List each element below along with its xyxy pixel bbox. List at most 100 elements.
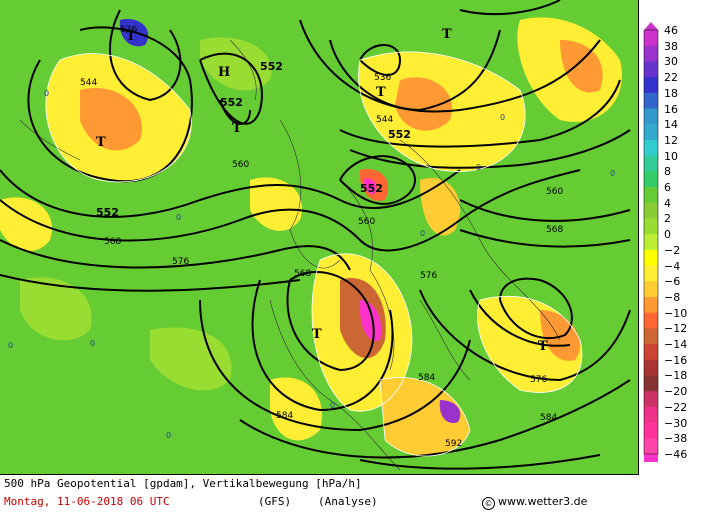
contour-label: 544 xyxy=(80,78,97,88)
legend-label: −2 xyxy=(664,243,681,257)
legend-label: 12 xyxy=(664,133,678,147)
legend-arrow-bottom xyxy=(644,454,658,462)
contour-label: 576 xyxy=(530,375,547,385)
zero-label: 0 xyxy=(500,113,505,122)
legend-label: −30 xyxy=(664,416,688,430)
low-pressure-label: T xyxy=(96,135,106,150)
legend-arrow-top xyxy=(644,22,658,30)
contour-label: 552 xyxy=(96,206,119,219)
legend-color-swatch xyxy=(644,92,658,110)
legend-label: −22 xyxy=(664,400,688,414)
legend-color-swatch xyxy=(644,296,658,314)
legend-label: 0 xyxy=(664,228,671,242)
contour-label: 552 xyxy=(360,182,383,195)
legend-color-swatch xyxy=(644,422,658,439)
legend-color-swatch xyxy=(644,124,658,141)
low-pressure-label: T xyxy=(538,339,548,354)
zero-label: 0 xyxy=(176,213,181,222)
legend-label: −46 xyxy=(664,448,688,461)
contour-label: 576 xyxy=(420,271,437,281)
contour-labels: 536 544 552 560 568 576 584 592 552 552 … xyxy=(80,25,563,449)
zero-label: 0 xyxy=(90,339,95,348)
contour-label: 552 xyxy=(260,60,283,73)
contour-label: 584 xyxy=(540,413,557,423)
low-pressure-label: T xyxy=(312,327,322,342)
legend-label: −4 xyxy=(664,259,681,273)
vertical-motion-field xyxy=(0,17,622,457)
contour-label: 584 xyxy=(418,373,435,383)
legend-color-swatch xyxy=(644,202,658,219)
low-pressure-label: T xyxy=(376,85,386,100)
source-credit-text: www.wetter3.de xyxy=(498,495,588,508)
low-pressure-label: T xyxy=(442,27,452,42)
contour-label: 560 xyxy=(546,187,563,197)
color-legend: 46 38 30 22 18 16 14 12 10 8 6 4 2 0 −2 −4 −6 −8 −10 −12 −14… xyxy=(642,22,704,462)
model-name: (GFS) xyxy=(258,495,292,508)
legend-label: 46 xyxy=(664,24,678,37)
coastlines xyxy=(19,39,561,471)
map-footer: 500 hPa Geopotential [gpdam], Vertikalbe… xyxy=(0,475,638,513)
legend-color-swatch xyxy=(644,218,658,235)
legend-color-swatch xyxy=(644,108,658,125)
zero-value-labels: 0 0 0 0 0 0 0 0 0 0 xyxy=(8,89,615,440)
contour-label: 568 xyxy=(104,237,121,247)
contour-label: 568 xyxy=(294,269,311,279)
legend-label: −10 xyxy=(664,306,688,320)
run-type: (Analyse) xyxy=(318,495,378,508)
high-pressure-label: H xyxy=(218,65,230,80)
legend-color-swatch xyxy=(644,45,658,62)
legend-color-swatch xyxy=(644,139,658,157)
zero-contours xyxy=(45,51,583,457)
legend-label: −12 xyxy=(664,322,688,336)
legend-color-swatch xyxy=(644,281,658,298)
legend-color-swatch xyxy=(644,328,658,345)
legend-label: −18 xyxy=(664,369,688,383)
legend-label: −8 xyxy=(664,290,681,304)
low-pressure-label: T xyxy=(126,29,136,44)
zero-label: 0 xyxy=(610,169,615,178)
legend-color-swatch xyxy=(644,359,658,376)
contour-label: 536 xyxy=(374,73,391,83)
legend-label: 10 xyxy=(664,149,678,163)
legend-label: −14 xyxy=(664,338,688,352)
legend-color-swatch xyxy=(644,187,658,204)
copyright-icon: © xyxy=(482,497,495,510)
contour-label: 560 xyxy=(232,160,249,170)
contour-label: 592 xyxy=(445,439,462,449)
zero-label: 0 xyxy=(44,89,49,98)
legend-label: 30 xyxy=(664,55,678,69)
source-credit[interactable]: © www.wetter3.de xyxy=(482,495,587,510)
legend-label: 38 xyxy=(664,39,678,53)
legend-frame xyxy=(643,29,659,455)
contour-label: 584 xyxy=(276,411,293,421)
low-pressure-label: T xyxy=(232,121,242,136)
legend-color-swatch xyxy=(644,265,658,282)
zero-label: 0 xyxy=(476,163,481,172)
legend-label: 2 xyxy=(664,212,671,226)
contour-label: 536 xyxy=(120,25,137,35)
legend-label: 8 xyxy=(664,165,671,179)
contour-label: 544 xyxy=(376,115,393,125)
legend-color-swatch xyxy=(644,77,658,94)
weather-map: 536 544 552 560 568 576 584 592 552 552 … xyxy=(0,0,639,475)
contour-label: 560 xyxy=(358,217,375,227)
legend-label: 22 xyxy=(664,71,678,85)
legend-label: −20 xyxy=(664,385,688,399)
legend-label: −38 xyxy=(664,432,688,446)
legend-color-swatch xyxy=(644,61,658,78)
legend-color-swatch xyxy=(644,312,658,329)
legend-color-swatch xyxy=(644,344,658,361)
legend-colorbar xyxy=(643,22,659,462)
legend-color-swatch xyxy=(644,406,658,424)
zero-label: 0 xyxy=(166,431,171,440)
zero-label: 0 xyxy=(420,229,425,238)
legend-color-swatch xyxy=(644,249,658,267)
contour-label: 576 xyxy=(172,257,189,267)
legend-label: 18 xyxy=(664,86,678,100)
legend-color-swatch xyxy=(644,391,658,408)
legend-color-swatch xyxy=(644,375,658,392)
zero-label: 0 xyxy=(8,341,13,350)
zero-label: 0 xyxy=(330,401,335,410)
legend-color-swatch xyxy=(644,234,658,251)
legend-color-swatch xyxy=(644,171,658,188)
